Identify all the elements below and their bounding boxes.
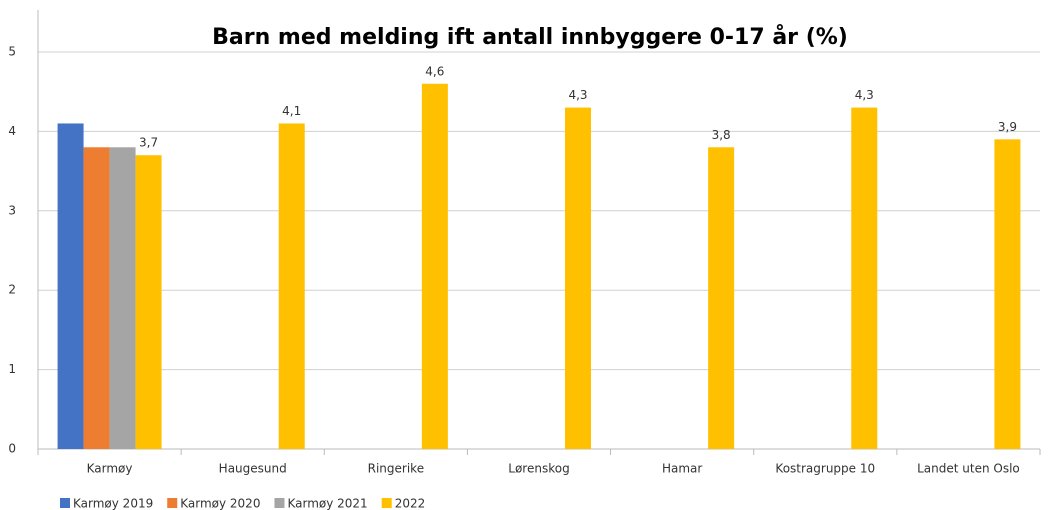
bar: [278, 123, 305, 450]
y-tick-label: 0: [8, 442, 16, 456]
data-label: 4,1: [282, 104, 301, 118]
bar: [565, 107, 591, 449]
legend-swatch: [167, 498, 178, 508]
data-label: 3,9: [998, 120, 1017, 134]
bar: [57, 123, 84, 450]
y-tick-label: 3: [8, 203, 16, 217]
bar: [83, 147, 110, 449]
bar: [708, 147, 735, 449]
legend-swatch: [274, 498, 285, 508]
data-label: 4,3: [568, 88, 587, 102]
x-tick-label: Hamar: [662, 462, 702, 476]
data-label: 4,6: [425, 64, 444, 78]
y-tick-label: 5: [8, 45, 16, 59]
chart-title: Barn med melding ift antall innbyggere 0…: [212, 24, 848, 50]
legend-label: Karmøy 2020: [180, 497, 260, 510]
bar: [135, 155, 162, 449]
data-label: 3,8: [712, 128, 731, 142]
y-tick-label: 2: [8, 283, 16, 297]
x-tick-label: Haugesund: [219, 462, 287, 476]
y-tick-label: 1: [8, 362, 16, 376]
x-tick-label: Ringerike: [368, 462, 424, 476]
data-label: 4,3: [855, 88, 874, 102]
bar: [421, 83, 448, 449]
data-label: 3,7: [139, 136, 158, 150]
legend-label: Karmøy 2021: [287, 497, 367, 510]
bar: [994, 139, 1021, 449]
x-tick-label: Lørenskog: [508, 462, 569, 476]
legend-swatch: [381, 498, 392, 508]
x-tick-label: Landet uten Oslo: [917, 462, 1020, 476]
bar: [109, 147, 136, 449]
bar: [851, 107, 878, 449]
legend-swatch: [60, 498, 70, 508]
legend-label: 2022: [395, 497, 426, 510]
legend-label: Karmøy 2019: [73, 497, 153, 510]
x-tick-label: Kostragruppe 10: [775, 462, 875, 476]
y-tick-label: 4: [8, 124, 16, 138]
x-tick-label: Karmøy: [87, 462, 133, 476]
